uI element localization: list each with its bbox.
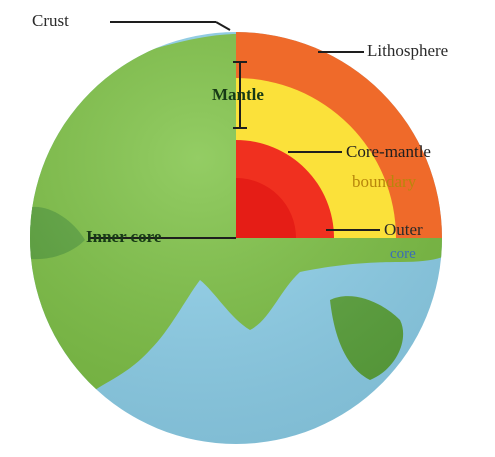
inner-core-layer [236, 178, 296, 238]
crust-label: Crust [32, 11, 69, 30]
leader-lines [88, 21, 380, 239]
core-mantle-label-line1: Core-mantle [346, 142, 431, 161]
crust-leader-tip [215, 21, 231, 31]
inner-core-label: Inner core [86, 227, 162, 246]
core-mantle-label-line2: boundary [352, 172, 417, 191]
core-label: core [390, 246, 416, 262]
outer-core-label: Outer [384, 220, 423, 239]
mantle-label: Mantle [212, 85, 264, 104]
lithosphere-label: Lithosphere [367, 41, 449, 60]
cutaway-layers [236, 32, 442, 238]
